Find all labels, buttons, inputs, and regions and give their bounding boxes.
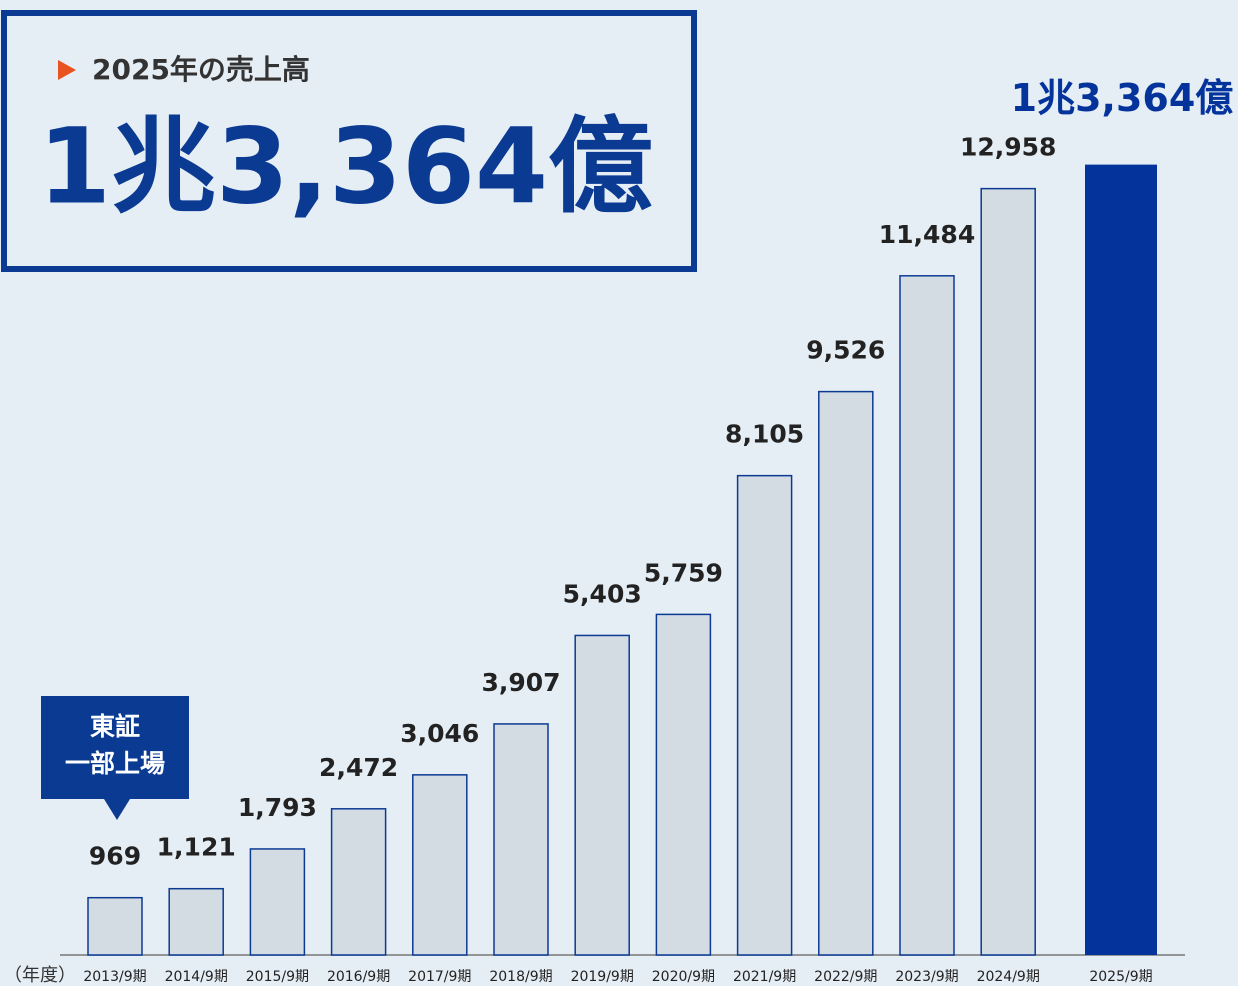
x-tick-label: 2023/9期 <box>895 969 958 985</box>
headline-title: 2025年の売上高 <box>92 53 310 86</box>
value-label: 969 <box>89 842 141 871</box>
x-tick-label: 2024/9期 <box>977 969 1040 985</box>
x-tick-label: 2016/9期 <box>327 969 390 985</box>
x-tick-label: 2025/9期 <box>1089 969 1152 985</box>
annotation-box <box>41 696 189 799</box>
value-label: 12,958 <box>960 133 1056 162</box>
value-label: 11,484 <box>879 220 975 249</box>
bar <box>1085 164 1157 955</box>
value-label: 1兆3,364億 <box>1011 76 1234 120</box>
bar <box>249 848 306 956</box>
value-label: 5,403 <box>563 579 642 608</box>
value-label: 2,472 <box>319 753 398 782</box>
value-label: 1,793 <box>238 793 317 822</box>
bar <box>87 896 143 956</box>
headline-box <box>1 10 697 272</box>
x-tick-label: 2021/9期 <box>733 969 796 985</box>
headline-marker <box>58 60 76 80</box>
annotation-pointer <box>104 799 130 820</box>
bar <box>736 474 793 956</box>
bar <box>980 187 1036 956</box>
x-tick-label: 2018/9期 <box>489 969 552 985</box>
x-tick-label: 2013/9期 <box>83 969 146 985</box>
x-tick-label: 2014/9期 <box>165 969 228 985</box>
value-label: 3,046 <box>400 719 479 748</box>
bar <box>493 723 549 956</box>
bar <box>655 613 712 956</box>
headline-value: 1兆3,364億 <box>38 105 653 227</box>
x-tick-label: 2015/9期 <box>246 969 309 985</box>
x-axis-label: （年度） <box>4 965 76 986</box>
bar <box>168 887 224 956</box>
bar <box>574 634 630 956</box>
value-label: 1,121 <box>157 833 236 862</box>
value-label: 3,907 <box>481 668 560 697</box>
value-label: 5,759 <box>644 558 723 587</box>
value-label: 8,105 <box>725 420 804 449</box>
annotation-text: 一部上場 <box>65 749 165 778</box>
x-tick-label: 2017/9期 <box>408 969 471 985</box>
bar <box>818 390 874 956</box>
bar <box>330 808 387 956</box>
value-label: 9,526 <box>806 336 885 365</box>
x-tick-label: 2022/9期 <box>814 969 877 985</box>
bar <box>412 774 468 956</box>
bar <box>899 275 955 956</box>
x-tick-label: 2019/9期 <box>571 969 634 985</box>
annotation-text: 東証 <box>90 712 140 741</box>
x-tick-label: 2020/9期 <box>652 969 715 985</box>
